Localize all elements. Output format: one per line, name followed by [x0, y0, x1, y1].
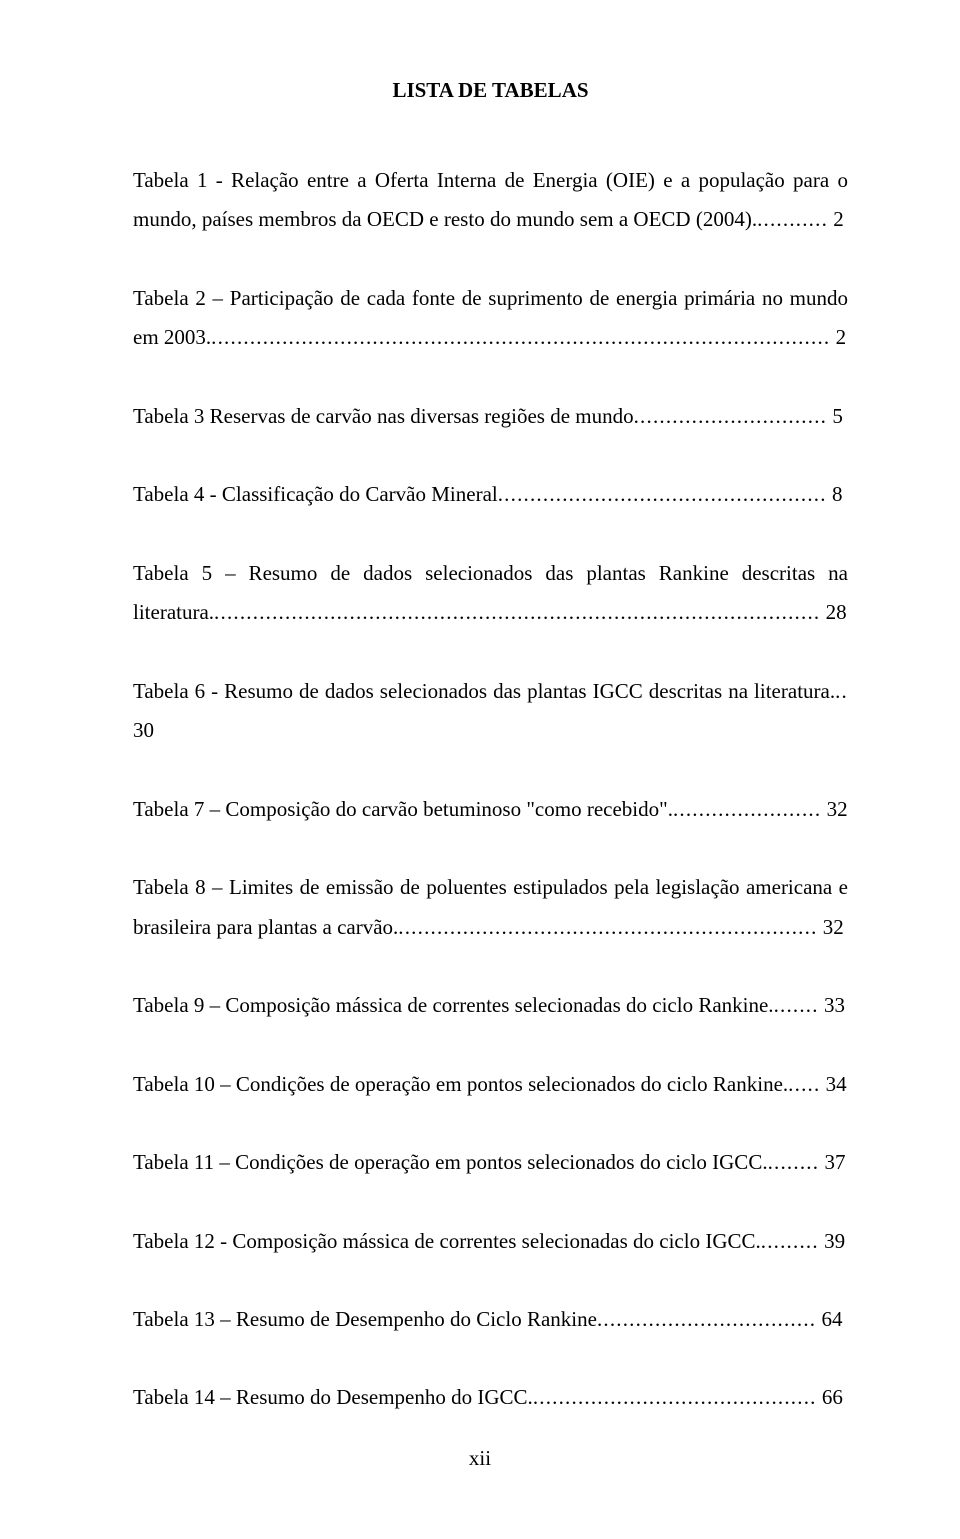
toc-dot-leader: ........................................… — [211, 325, 830, 349]
toc-dot-leader: ........ — [768, 1150, 820, 1174]
toc-entry: Tabela 4 - Classificação do Carvão Miner… — [133, 475, 848, 514]
page-number: xii — [0, 1446, 960, 1471]
toc-entry-label: Tabela 10 – Condições de operação em pon… — [133, 1072, 788, 1096]
toc-entry-page: 64 — [816, 1307, 842, 1331]
page-container: LISTA DE TABELAS Tabela 1 - Relação entr… — [0, 0, 960, 1539]
toc-entry-page: 28 — [820, 600, 846, 624]
toc-dot-leader: ....... — [774, 993, 819, 1017]
toc-dot-leader: ........................................… — [214, 600, 820, 624]
toc-entry-page: 32 — [821, 797, 847, 821]
toc-entry: Tabela 5 – Resumo de dados selecionados … — [133, 554, 848, 633]
toc-entry-page: 33 — [819, 993, 845, 1017]
toc-entry: Tabela 13 – Resumo de Desempenho do Cicl… — [133, 1300, 848, 1339]
toc-entry-page: 8 — [827, 482, 843, 506]
toc-dot-leader: .. — [835, 679, 848, 703]
toc-entry-page: 66 — [817, 1385, 843, 1409]
toc-entry-page: 39 — [819, 1229, 845, 1253]
toc-entry: Tabela 11 – Condições de operação em pon… — [133, 1143, 848, 1182]
toc-entry-label: Tabela 6 - Resumo de dados selecionados … — [133, 679, 835, 703]
toc-entry: Tabela 2 – Participação de cada fonte de… — [133, 279, 848, 358]
toc-entry-page: 5 — [827, 404, 843, 428]
toc-entry-page: 37 — [819, 1150, 845, 1174]
toc-entry-label: Tabela 14 – Resumo do Desempenho do IGCC… — [133, 1385, 533, 1409]
toc-entry: Tabela 9 – Composição mássica de corrent… — [133, 986, 848, 1025]
toc-entry: Tabela 12 - Composição mássica de corren… — [133, 1222, 848, 1261]
toc-entry-label: Tabela 7 – Composição do carvão betumino… — [133, 797, 673, 821]
toc-entry-label: Tabela 1 - Relação entre a Oferta Intern… — [133, 168, 848, 231]
toc-entry-label: Tabela 12 - Composição mássica de corren… — [133, 1229, 761, 1253]
toc-entry-page: 32 — [818, 915, 844, 939]
toc-entry: Tabela 1 - Relação entre a Oferta Intern… — [133, 161, 848, 240]
toc-dot-leader: ........... — [757, 207, 828, 231]
toc-entry-label: Tabela 13 – Resumo de Desempenho do Cicl… — [133, 1307, 597, 1331]
toc-entry: Tabela 14 – Resumo do Desempenho do IGCC… — [133, 1378, 848, 1417]
toc-dot-leader: ....................... — [673, 797, 821, 821]
toc-dot-leader: ........................................… — [498, 482, 827, 506]
toc-entry-page: 34 — [820, 1072, 846, 1096]
toc-dot-leader: .................................. — [597, 1307, 816, 1331]
toc-entries: Tabela 1 - Relação entre a Oferta Intern… — [133, 161, 848, 1418]
toc-entry-page: 2 — [828, 207, 844, 231]
toc-dot-leader: ..... — [788, 1072, 820, 1096]
toc-entry: Tabela 10 – Condições de operação em pon… — [133, 1065, 848, 1104]
toc-entry-label: Tabela 4 - Classificação do Carvão Miner… — [133, 482, 498, 506]
toc-entry-page: 30 — [133, 718, 154, 742]
toc-entry: Tabela 6 - Resumo de dados selecionados … — [133, 672, 848, 751]
toc-dot-leader: ......... — [761, 1229, 819, 1253]
toc-entry-label: Tabela 3 Reservas de carvão nas diversas… — [133, 404, 634, 428]
toc-entry-page: 2 — [830, 325, 846, 349]
toc-dot-leader: ........................................… — [398, 915, 817, 939]
toc-dot-leader: .............................. — [634, 404, 828, 428]
toc-dot-leader: ........................................… — [533, 1385, 817, 1409]
page-title: LISTA DE TABELAS — [133, 78, 848, 103]
toc-entry: Tabela 7 – Composição do carvão betumino… — [133, 790, 848, 829]
toc-entry-label: Tabela 9 – Composição mássica de corrent… — [133, 993, 774, 1017]
toc-entry: Tabela 8 – Limites de emissão de poluent… — [133, 868, 848, 947]
toc-entry: Tabela 3 Reservas de carvão nas diversas… — [133, 397, 848, 436]
toc-entry-label: Tabela 11 – Condições de operação em pon… — [133, 1150, 768, 1174]
